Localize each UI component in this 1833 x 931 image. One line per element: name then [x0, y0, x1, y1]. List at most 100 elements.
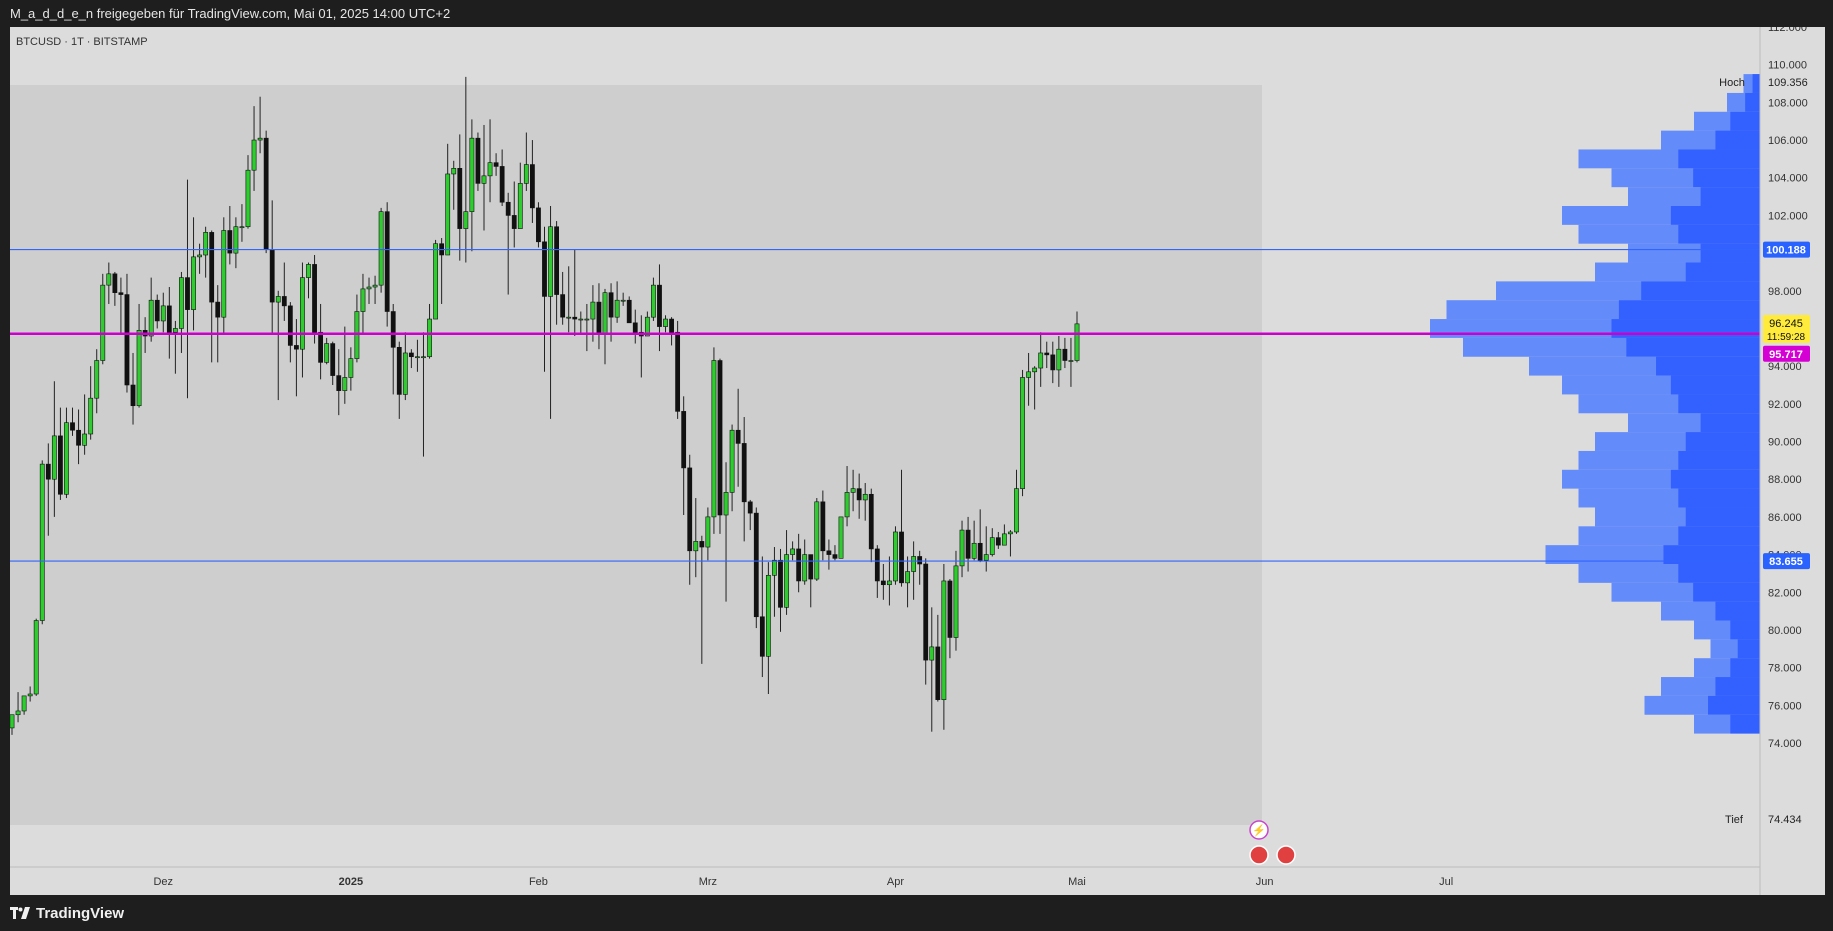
candle — [1038, 332, 1044, 387]
upper-level-badge: 100.188 — [1763, 241, 1810, 258]
us-flag-event-icon[interactable] — [1249, 845, 1269, 865]
volume-profile-bar-core — [1618, 300, 1760, 320]
volume-profile-bar-core — [1745, 92, 1760, 112]
chart-container[interactable]: BTCUSD · 1T · BITSTAMP 112.000 110.000 108… — [9, 22, 1825, 895]
candle — [995, 531, 1001, 549]
candle — [239, 204, 245, 242]
high-tag: Hoch — [1719, 77, 1745, 89]
candle-body — [838, 516, 844, 559]
candle — [1068, 337, 1074, 387]
candle-body — [469, 137, 475, 212]
candle — [935, 614, 941, 702]
candle — [681, 396, 687, 516]
candle — [699, 535, 705, 664]
time-tick-label: Feb — [529, 876, 548, 888]
candle-body — [227, 230, 233, 254]
candle-body — [408, 352, 414, 358]
candle-body — [324, 343, 330, 363]
candle-body — [257, 137, 263, 141]
volume-profile-bar-core — [1641, 281, 1760, 301]
candle — [33, 618, 39, 696]
candle-body — [529, 164, 535, 209]
candle-body — [911, 556, 917, 572]
candle — [887, 556, 892, 606]
candle-body — [451, 168, 457, 175]
candle — [832, 545, 838, 561]
candle — [1026, 352, 1031, 406]
candle-body — [965, 529, 971, 559]
candle — [747, 499, 753, 531]
candle-body — [94, 360, 100, 399]
candle — [765, 562, 771, 695]
candle — [45, 443, 51, 536]
candle — [154, 294, 160, 329]
candle-body — [306, 264, 311, 278]
candle-body — [1020, 377, 1025, 489]
poc-badge-text: 95.717 — [1769, 349, 1803, 361]
candle — [844, 466, 850, 527]
candle-body — [76, 429, 81, 446]
candle — [245, 155, 251, 229]
candle — [475, 132, 481, 191]
candle — [197, 243, 202, 274]
volume-profile-bar-core — [1708, 695, 1760, 715]
candle-body — [366, 286, 372, 290]
candle-body — [1062, 348, 1068, 361]
candle-body — [868, 493, 874, 550]
candle — [318, 303, 324, 380]
current-price-badge: 96.245 11:59:28 — [1763, 314, 1810, 343]
price-badges: 100.188 83.655 96.245 11:59:28 95.717 — [1763, 241, 1810, 570]
price-axis[interactable] — [1760, 27, 1825, 895]
candle-body — [475, 137, 481, 184]
candle-body — [421, 356, 426, 359]
volume-profile-bar-core — [1678, 149, 1760, 169]
candle — [94, 349, 100, 414]
volume-profile-bar-core — [1678, 450, 1760, 470]
candle — [759, 556, 765, 678]
candle-body — [657, 284, 662, 327]
price-tick-label: 112.000 — [1768, 27, 1807, 34]
candle — [378, 207, 384, 293]
candle — [505, 192, 511, 295]
candle-body — [233, 226, 239, 254]
candle — [415, 339, 420, 372]
volume-profile-bar-core — [1656, 356, 1760, 376]
candle-body — [1038, 352, 1044, 369]
candle — [209, 230, 215, 363]
tradingview-logo[interactable]: TradingView — [10, 905, 124, 922]
candle — [880, 564, 886, 600]
candle-body — [336, 375, 342, 391]
lower-level-badge-bg — [1763, 553, 1810, 570]
candle — [15, 692, 21, 723]
candle-body — [427, 318, 432, 358]
candle — [118, 277, 124, 335]
candle-body — [874, 548, 880, 582]
us-flag-event-icon-2[interactable] — [1276, 845, 1296, 865]
lightning-event-icon[interactable] — [1249, 820, 1269, 840]
candle-body — [542, 241, 547, 297]
candle — [76, 409, 81, 465]
candle — [717, 358, 723, 534]
candle — [632, 309, 638, 344]
horizontal-levels[interactable] — [10, 248, 1760, 562]
current-price-text: 96.245 — [1769, 318, 1803, 330]
candle — [584, 303, 590, 352]
candle-body — [669, 318, 674, 333]
candle-body — [245, 169, 251, 228]
candle — [493, 153, 499, 176]
candle — [21, 695, 27, 715]
candlestick-chart[interactable]: BTCUSD · 1T · BITSTAMP 112.000 110.000 108… — [9, 22, 1825, 895]
time-tick-label: Jul — [1439, 876, 1453, 888]
candle — [191, 217, 196, 331]
candle-body — [808, 554, 814, 580]
candle — [306, 262, 311, 299]
candle — [657, 264, 662, 352]
candle-body — [893, 531, 898, 582]
candle — [348, 347, 354, 391]
current-price-badge-bg — [1763, 314, 1810, 343]
candle-body — [741, 443, 747, 503]
candle — [1044, 341, 1050, 369]
events-icons[interactable]: ⚡ — [1249, 820, 1296, 865]
candle — [735, 388, 741, 487]
candle-body — [58, 435, 63, 495]
